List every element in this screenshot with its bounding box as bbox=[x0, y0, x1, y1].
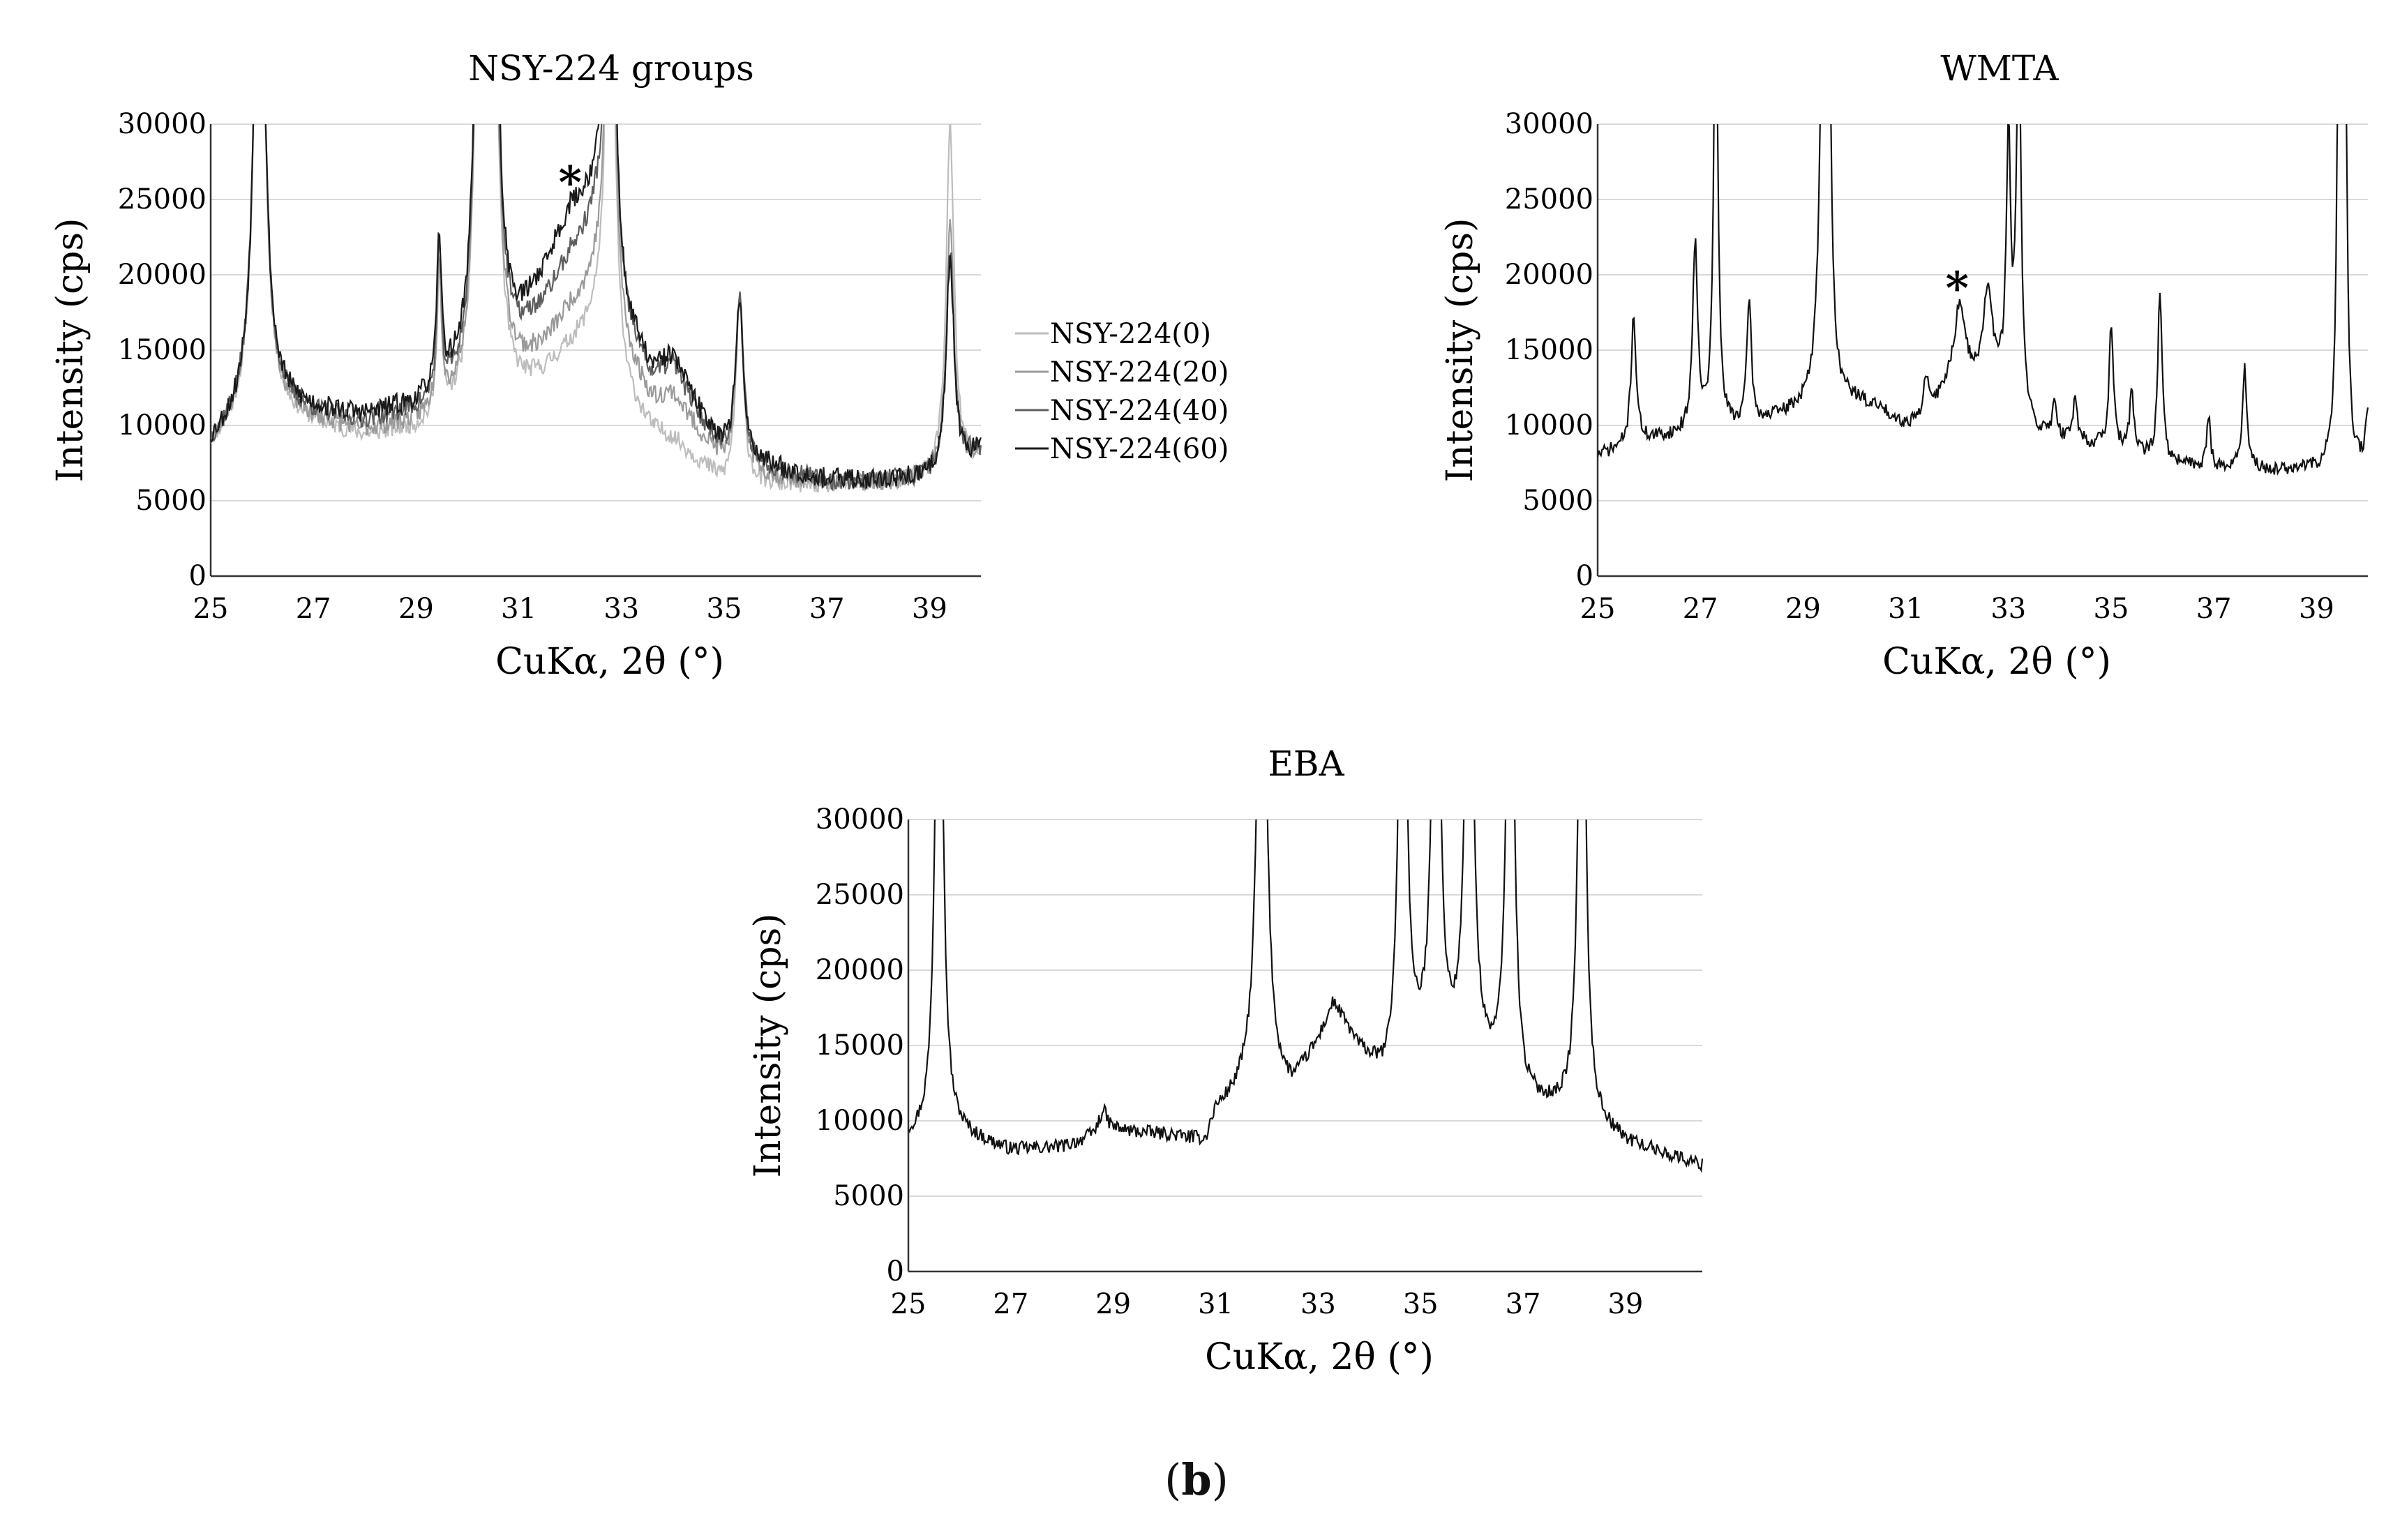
y-tick-label: 10000 bbox=[816, 1105, 904, 1137]
x-tick-label: 39 bbox=[2299, 593, 2334, 625]
x-tick-label: 25 bbox=[891, 1288, 927, 1320]
x-axis-label: CuKα, 2θ (°) bbox=[1205, 1336, 1434, 1378]
caption-close-paren: ) bbox=[1211, 1454, 1229, 1505]
y-tick-label: 30000 bbox=[1505, 108, 1593, 140]
y-tick-label: 0 bbox=[1576, 560, 1593, 592]
caption-open-paren: ( bbox=[1164, 1454, 1182, 1505]
x-tick-label: 29 bbox=[398, 593, 434, 625]
x-tick-label: 37 bbox=[2196, 593, 2232, 625]
y-tick-label: 20000 bbox=[1505, 259, 1593, 291]
x-tick-label: 33 bbox=[1300, 1288, 1336, 1320]
y-tick-label: 25000 bbox=[118, 183, 207, 216]
x-tick-label: 29 bbox=[1785, 593, 1821, 625]
x-tick-label: 27 bbox=[1683, 593, 1718, 625]
y-tick-label: 0 bbox=[189, 560, 207, 592]
x-tick-label: 31 bbox=[1198, 1288, 1233, 1320]
caption-label: b bbox=[1181, 1454, 1212, 1505]
y-tick-label: 15000 bbox=[816, 1029, 904, 1062]
x-tick-label: 35 bbox=[707, 593, 742, 625]
x-tick-label: 31 bbox=[501, 593, 537, 625]
x-axis-label: CuKα, 2θ (°) bbox=[1882, 641, 2111, 683]
x-tick-label: 29 bbox=[1095, 1288, 1131, 1320]
y-tick-label: 5000 bbox=[1522, 485, 1593, 517]
x-tick-label: 31 bbox=[1888, 593, 1923, 625]
x-axis-label: CuKα, 2θ (°) bbox=[495, 641, 724, 683]
y-axis-label: Intensity (cps) bbox=[50, 218, 91, 483]
legend-label: NSY-224(0) bbox=[1050, 318, 1211, 350]
x-tick-label: 39 bbox=[1607, 1288, 1643, 1320]
y-tick-label: 20000 bbox=[118, 259, 207, 291]
x-tick-label: 27 bbox=[296, 593, 331, 625]
chart-nsy: 0 5000 10000 15000 20000 25000 30000 25 27 29 31 33… bbox=[50, 48, 1229, 683]
chart-eba: 0 5000 10000 15000 20000 25000 30000 25 27 29 31 33… bbox=[747, 743, 1704, 1378]
y-tick-label: 15000 bbox=[118, 334, 207, 366]
x-tick-label: 25 bbox=[193, 593, 229, 625]
y-axis-label: Intensity (cps) bbox=[747, 914, 789, 1178]
y-axis-label: Intensity (cps) bbox=[1439, 218, 1481, 483]
figure-caption: (b) bbox=[0, 1454, 2393, 1505]
x-tick-label: 37 bbox=[1506, 1288, 1541, 1320]
y-tick-label: 25000 bbox=[816, 879, 904, 911]
chart-title: EBA bbox=[1268, 743, 1344, 784]
x-tick-label: 37 bbox=[809, 593, 845, 625]
x-tick-label: 33 bbox=[1990, 593, 2026, 625]
y-tick-label: 15000 bbox=[1505, 334, 1593, 366]
x-tick-label: 33 bbox=[603, 593, 639, 625]
y-tick-label: 10000 bbox=[118, 409, 207, 441]
series-line-nsy-224-60- bbox=[211, 124, 982, 489]
legend-label: NSY-224(60) bbox=[1050, 433, 1229, 465]
y-tick-label: 20000 bbox=[816, 954, 904, 986]
y-tick-label: 10000 bbox=[1505, 409, 1593, 441]
x-tick-label: 27 bbox=[993, 1288, 1028, 1320]
chart-title: WMTA bbox=[1940, 48, 2059, 89]
x-tick-label: 35 bbox=[1403, 1288, 1439, 1320]
legend-label: NSY-224(40) bbox=[1050, 395, 1229, 427]
series-line-nsy-224-0- bbox=[211, 124, 982, 493]
y-tick-label: 30000 bbox=[118, 108, 207, 140]
chart-wmta: 0 5000 10000 15000 20000 25000 30000 25 27 29 31 33… bbox=[1439, 48, 2369, 683]
y-tick-label: 5000 bbox=[135, 485, 207, 517]
series-line-eba bbox=[908, 820, 1704, 1173]
x-tick-label: 39 bbox=[912, 593, 947, 625]
y-tick-label: 25000 bbox=[1505, 183, 1593, 216]
peak-annotation: * bbox=[1945, 262, 1968, 315]
y-tick-label: 0 bbox=[887, 1255, 904, 1288]
chart-title: NSY-224 groups bbox=[468, 48, 754, 89]
peak-annotation: * bbox=[558, 157, 581, 209]
legend-label: NSY-224(20) bbox=[1050, 356, 1229, 388]
series-line-wmta bbox=[1598, 124, 2369, 476]
x-tick-label: 35 bbox=[2094, 593, 2129, 625]
x-tick-label: 25 bbox=[1580, 593, 1616, 625]
y-tick-label: 5000 bbox=[833, 1180, 904, 1212]
y-tick-label: 30000 bbox=[816, 803, 904, 836]
